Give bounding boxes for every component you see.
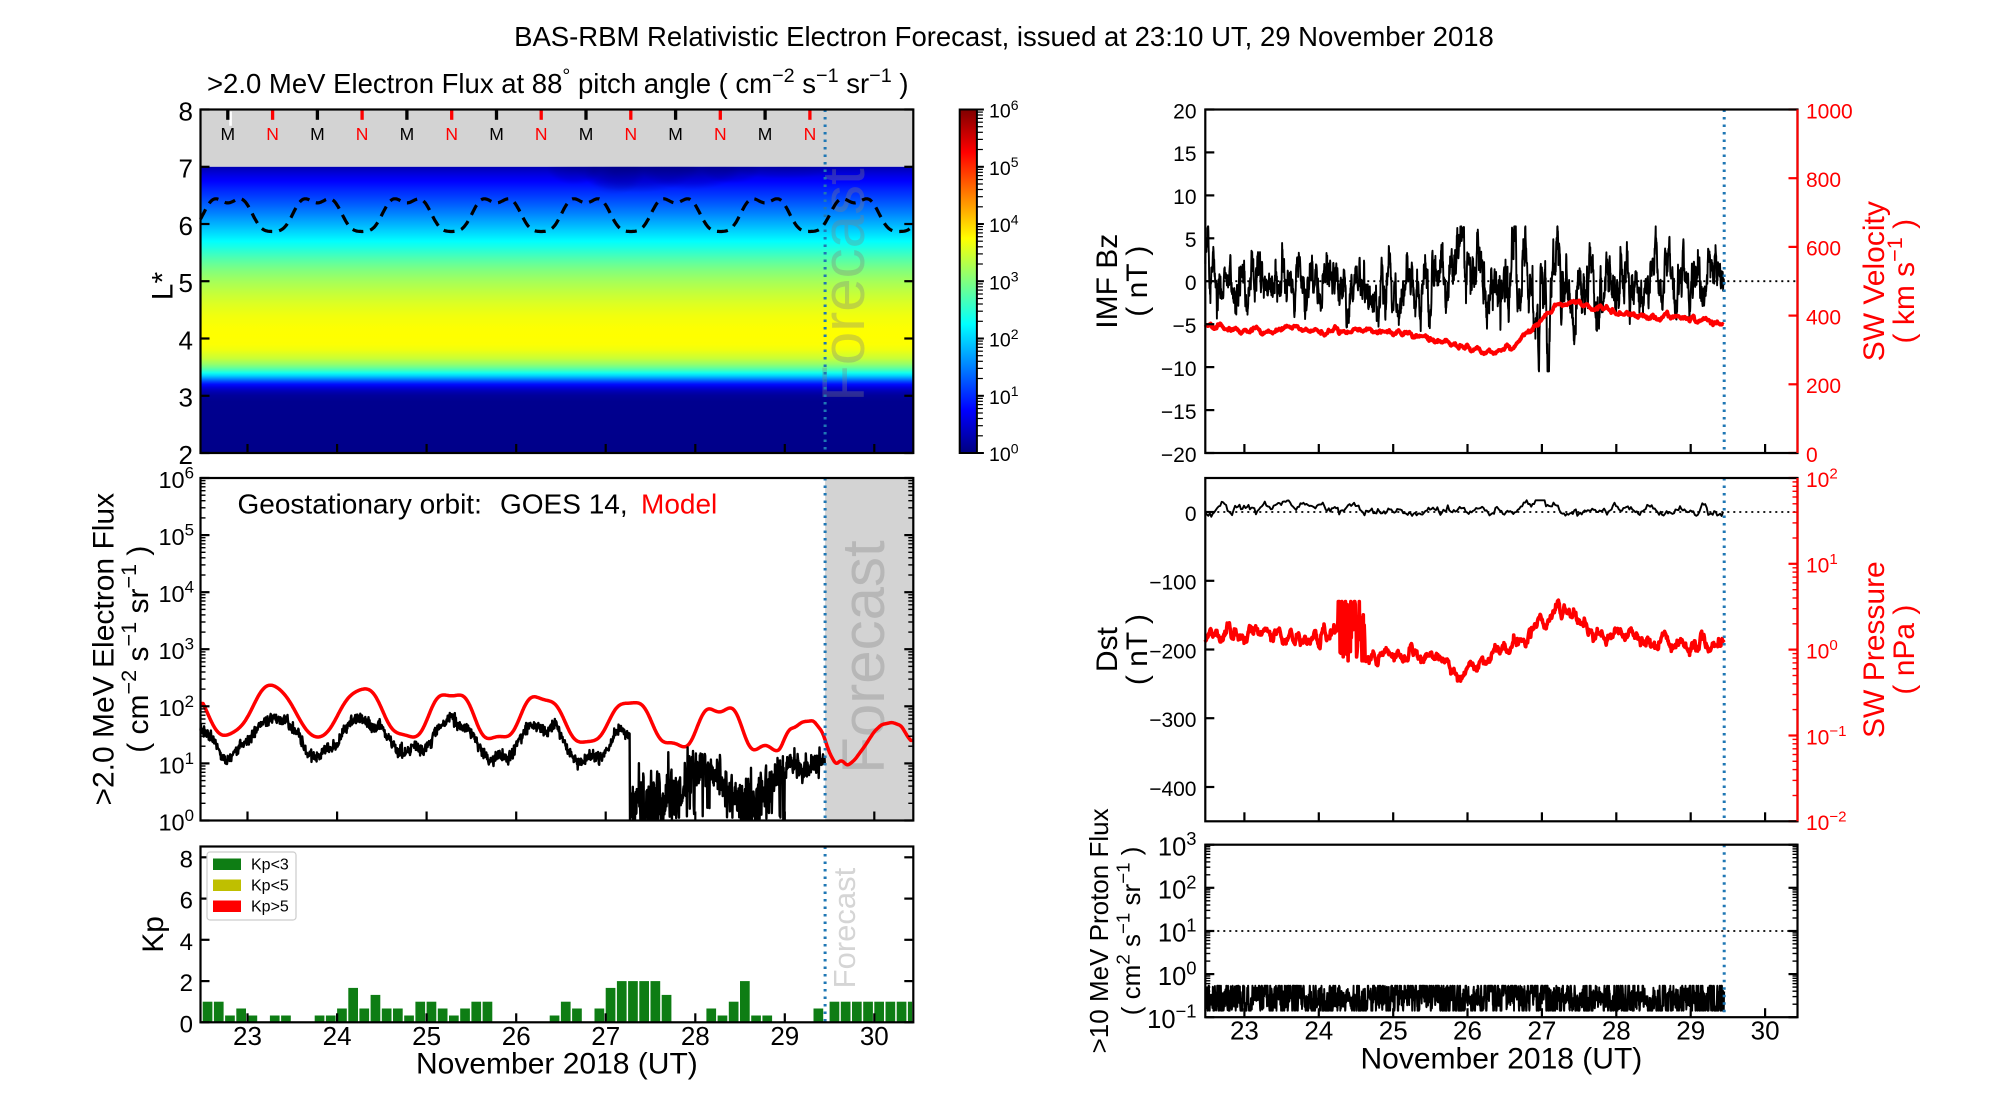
svg-text:29: 29 bbox=[770, 1021, 799, 1051]
svg-text:Kp<3: Kp<3 bbox=[251, 857, 289, 874]
svg-text:( nT ): ( nT ) bbox=[1121, 614, 1154, 685]
svg-text:N: N bbox=[356, 124, 369, 144]
svg-text:1000: 1000 bbox=[1806, 100, 1853, 123]
svg-text:>2.0 MeV Electron Flux at 88°: >2.0 MeV Electron Flux at 88° pitch angl… bbox=[207, 65, 909, 99]
svg-text:8: 8 bbox=[179, 96, 193, 126]
svg-text:26: 26 bbox=[502, 1021, 531, 1051]
svg-text:−100: −100 bbox=[1149, 572, 1196, 595]
svg-text:N: N bbox=[535, 124, 548, 144]
svg-text:102: 102 bbox=[1158, 871, 1197, 904]
svg-text:Kp>5: Kp>5 bbox=[251, 899, 289, 916]
svg-text:2: 2 bbox=[179, 440, 193, 470]
svg-text:30: 30 bbox=[860, 1021, 889, 1051]
svg-text:M: M bbox=[310, 124, 325, 144]
svg-text:23: 23 bbox=[1230, 1016, 1259, 1046]
svg-text:L*: L* bbox=[147, 271, 180, 300]
svg-text:SW Velocity: SW Velocity bbox=[1858, 201, 1891, 361]
svg-text:28: 28 bbox=[1602, 1016, 1631, 1046]
svg-text:30: 30 bbox=[1751, 1016, 1780, 1046]
svg-text:November 2018 (UT): November 2018 (UT) bbox=[1361, 1043, 1643, 1076]
svg-text:M: M bbox=[668, 124, 683, 144]
svg-text:0: 0 bbox=[1806, 444, 1818, 467]
svg-text:5: 5 bbox=[1185, 229, 1197, 252]
svg-text:SW Pressure: SW Pressure bbox=[1858, 561, 1891, 738]
svg-text:Model: Model bbox=[641, 489, 717, 520]
svg-text:>2.0 MeV Electron Flux: >2.0 MeV Electron Flux bbox=[88, 493, 121, 806]
svg-text:N: N bbox=[714, 124, 727, 144]
svg-text:−10: −10 bbox=[1161, 358, 1197, 381]
svg-text:N: N bbox=[804, 124, 817, 144]
svg-text:M: M bbox=[758, 124, 773, 144]
svg-text:23: 23 bbox=[233, 1021, 262, 1051]
svg-text:25: 25 bbox=[1379, 1016, 1408, 1046]
svg-text:24: 24 bbox=[323, 1021, 352, 1051]
svg-text:N: N bbox=[445, 124, 458, 144]
svg-text:IMF Bz: IMF Bz bbox=[1091, 234, 1124, 329]
svg-text:10−1: 10−1 bbox=[1147, 1001, 1196, 1034]
svg-text:101: 101 bbox=[1158, 915, 1197, 948]
svg-text:6: 6 bbox=[180, 888, 193, 915]
svg-text:5: 5 bbox=[179, 268, 193, 298]
svg-text:24: 24 bbox=[1304, 1016, 1333, 1046]
svg-text:GOES 14,: GOES 14, bbox=[500, 489, 628, 520]
svg-text:Forecast: Forecast bbox=[830, 540, 897, 774]
svg-text:600: 600 bbox=[1806, 238, 1841, 261]
svg-text:15: 15 bbox=[1173, 143, 1196, 166]
svg-text:( km s−1 ): ( km s−1 ) bbox=[1882, 219, 1921, 344]
svg-text:2: 2 bbox=[180, 970, 193, 997]
svg-text:M: M bbox=[579, 124, 594, 144]
svg-text:N: N bbox=[266, 124, 279, 144]
svg-text:26: 26 bbox=[1453, 1016, 1482, 1046]
svg-text:November 2018 (UT): November 2018 (UT) bbox=[416, 1048, 698, 1081]
svg-text:Forecast: Forecast bbox=[810, 168, 877, 402]
svg-text:200: 200 bbox=[1806, 375, 1841, 398]
svg-text:0: 0 bbox=[1185, 272, 1197, 295]
svg-text:27: 27 bbox=[1527, 1016, 1556, 1046]
svg-text:Dst: Dst bbox=[1091, 626, 1124, 672]
svg-text:M: M bbox=[489, 124, 504, 144]
svg-text:( nT ): ( nT ) bbox=[1121, 246, 1154, 317]
svg-text:Kp: Kp bbox=[137, 916, 170, 953]
svg-text:800: 800 bbox=[1806, 169, 1841, 192]
svg-text:400: 400 bbox=[1806, 306, 1841, 329]
svg-text:N: N bbox=[624, 124, 637, 144]
svg-text:−400: −400 bbox=[1149, 778, 1196, 801]
svg-text:0: 0 bbox=[180, 1011, 193, 1038]
svg-text:>10 MeV Proton Flux: >10 MeV Proton Flux bbox=[1084, 808, 1114, 1053]
svg-text:−5: −5 bbox=[1173, 315, 1197, 338]
svg-text:7: 7 bbox=[179, 154, 193, 184]
svg-text:−15: −15 bbox=[1161, 401, 1197, 424]
svg-text:M: M bbox=[400, 124, 415, 144]
svg-text:Geostationary orbit:: Geostationary orbit: bbox=[238, 489, 482, 520]
svg-text:28: 28 bbox=[681, 1021, 710, 1051]
svg-text:−200: −200 bbox=[1149, 640, 1196, 663]
svg-text:−300: −300 bbox=[1149, 709, 1196, 732]
svg-text:M: M bbox=[221, 124, 236, 144]
svg-text:4: 4 bbox=[180, 929, 193, 956]
svg-text:0: 0 bbox=[1185, 503, 1197, 526]
svg-text:( nPa ): ( nPa ) bbox=[1888, 605, 1921, 695]
svg-text:BAS-RBM Relativistic Electron: BAS-RBM Relativistic Electron Forecast, … bbox=[514, 21, 1494, 52]
svg-text:25: 25 bbox=[412, 1021, 441, 1051]
svg-text:10: 10 bbox=[1173, 186, 1196, 209]
svg-text:3: 3 bbox=[179, 383, 193, 413]
svg-text:27: 27 bbox=[591, 1021, 620, 1051]
svg-text:29: 29 bbox=[1676, 1016, 1705, 1046]
svg-text:4: 4 bbox=[179, 325, 193, 355]
svg-text:−20: −20 bbox=[1161, 444, 1197, 467]
svg-text:Forecast: Forecast bbox=[827, 867, 862, 988]
svg-text:Kp<5: Kp<5 bbox=[251, 878, 289, 895]
svg-text:6: 6 bbox=[179, 211, 193, 241]
svg-text:8: 8 bbox=[180, 846, 193, 873]
svg-text:20: 20 bbox=[1173, 100, 1196, 123]
